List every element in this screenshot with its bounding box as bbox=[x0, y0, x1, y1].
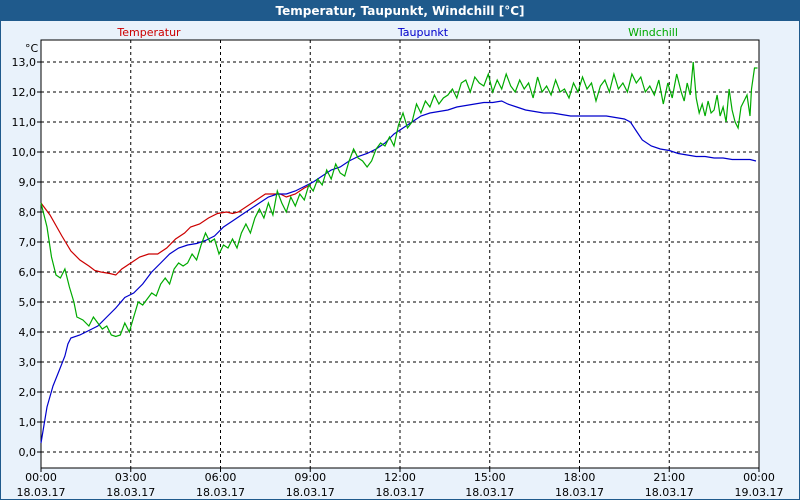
x-tick-time-label: 03:00 bbox=[115, 471, 147, 484]
x-tick-time-label: 21:00 bbox=[653, 471, 685, 484]
x-tick-time-label: 06:00 bbox=[205, 471, 237, 484]
x-tick-date-label: 18.03.17 bbox=[17, 486, 66, 499]
legend-label-taupunkt: Taupunkt bbox=[397, 26, 449, 39]
y-tick-label: 8,0 bbox=[19, 206, 37, 219]
x-tick-date-label: 18.03.17 bbox=[645, 486, 694, 499]
x-tick-date-label: 18.03.17 bbox=[465, 486, 514, 499]
x-tick-time-label: 00:00 bbox=[743, 471, 775, 484]
x-tick-date-label: 18.03.17 bbox=[555, 486, 604, 499]
y-tick-label: 12,0 bbox=[12, 86, 37, 99]
x-tick-time-label: 15:00 bbox=[474, 471, 506, 484]
y-axis: 0,0 1,0 2,0 3,0 4,0 5,0 6,0 7,0 8,0 9,0 10,0 11,0 12… bbox=[12, 56, 41, 459]
y-tick-label: 6,0 bbox=[19, 266, 37, 279]
x-tick-date-label: 18.03.17 bbox=[376, 486, 425, 499]
legend-label-windchill: Windchill bbox=[628, 26, 678, 39]
y-tick-label: 1,0 bbox=[19, 416, 37, 429]
y-tick-label: 13,0 bbox=[12, 56, 37, 69]
x-tick-time-label: 12:00 bbox=[384, 471, 416, 484]
x-tick-date-label: 18.03.17 bbox=[106, 486, 155, 499]
x-tick-time-label: 09:00 bbox=[294, 471, 326, 484]
series-line-temperatur bbox=[40, 184, 311, 276]
x-tick-date-label: 19.03.17 bbox=[735, 486, 784, 499]
window-title: Temperatur, Taupunkt, Windchill [°C] bbox=[1, 1, 799, 21]
x-tick-time-label: 18:00 bbox=[564, 471, 596, 484]
legend: Temperatur Taupunkt Windchill bbox=[116, 26, 678, 39]
y-tick-label: 10,0 bbox=[12, 146, 37, 159]
series-line-taupunkt bbox=[40, 100, 757, 444]
x-axis: 00:00 18.03.17 03:00 18.03.17 06:00 18.03.17 0… bbox=[17, 468, 784, 499]
y-tick-label: 7,0 bbox=[19, 236, 37, 249]
x-tick-time-label: 00:00 bbox=[25, 471, 57, 484]
series-line-windchill bbox=[40, 61, 758, 338]
x-tick-date-label: 18.03.17 bbox=[196, 486, 245, 499]
y-axis-unit-label: °C bbox=[25, 42, 39, 55]
series-lines bbox=[40, 61, 758, 444]
y-tick-label: 0,0 bbox=[19, 446, 37, 459]
grid-lines bbox=[41, 40, 759, 468]
y-tick-label: 4,0 bbox=[19, 326, 37, 339]
y-tick-label: 5,0 bbox=[19, 296, 37, 309]
y-tick-label: 3,0 bbox=[19, 356, 37, 369]
x-tick-date-label: 18.03.17 bbox=[286, 486, 335, 499]
y-tick-label: 2,0 bbox=[19, 386, 37, 399]
y-tick-label: 11,0 bbox=[12, 116, 37, 129]
chart-svg: 0,0 1,0 2,0 3,0 4,0 5,0 6,0 7,0 8,0 9,0 10,0 11,0 12… bbox=[12, 26, 784, 499]
y-tick-label: 9,0 bbox=[19, 176, 37, 189]
legend-label-temperatur: Temperatur bbox=[116, 26, 181, 39]
